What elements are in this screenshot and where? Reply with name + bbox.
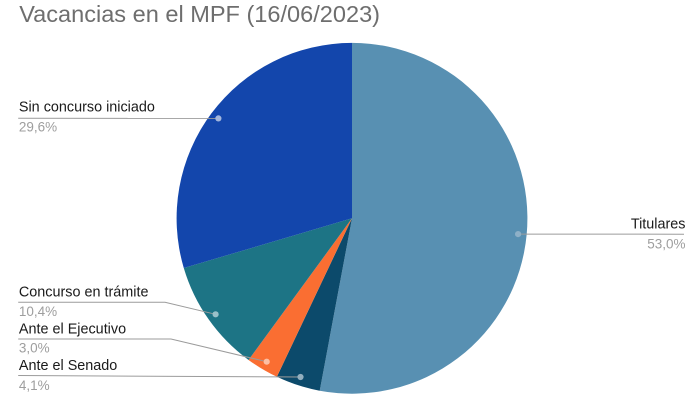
svg-text:10,4%: 10,4% xyxy=(19,304,57,319)
svg-text:Ante el Ejecutivo: Ante el Ejecutivo xyxy=(19,322,126,338)
svg-text:Concurso en trámite: Concurso en trámite xyxy=(19,285,149,301)
svg-text:Titulares: Titulares xyxy=(631,216,686,232)
svg-text:29,6%: 29,6% xyxy=(19,119,57,134)
svg-text:Ante el Senado: Ante el Senado xyxy=(19,358,117,374)
svg-text:Sin concurso iniciado: Sin concurso iniciado xyxy=(19,99,155,115)
svg-text:3,0%: 3,0% xyxy=(19,340,50,355)
svg-text:53,0%: 53,0% xyxy=(647,236,685,251)
svg-text:Vacancias en el MPF (16/06/202: Vacancias en el MPF (16/06/2023) xyxy=(19,1,380,27)
svg-text:4,1%: 4,1% xyxy=(19,378,50,393)
